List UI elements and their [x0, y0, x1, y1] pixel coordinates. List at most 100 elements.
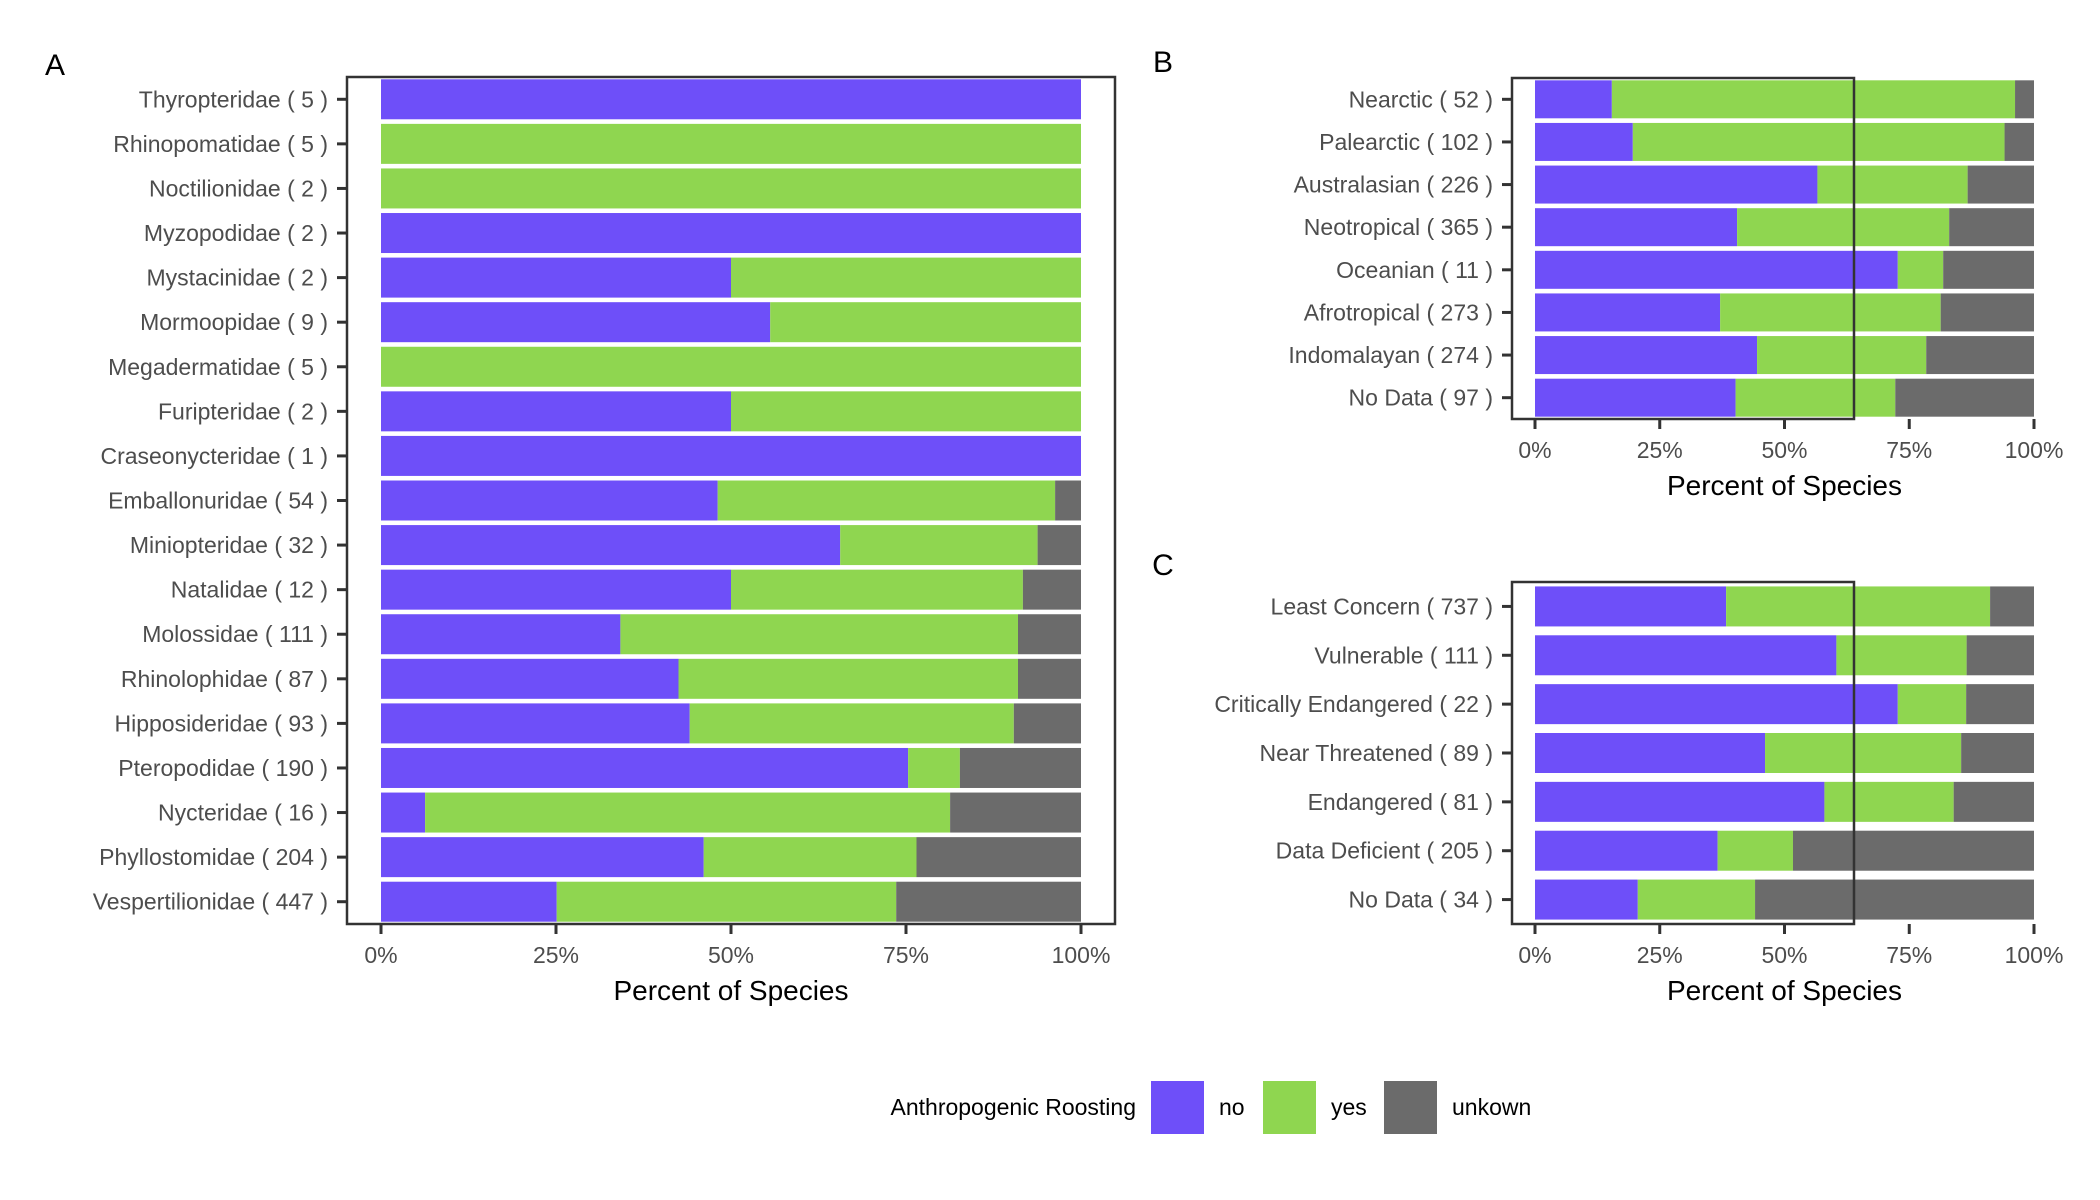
bar-indomalayan-no — [1535, 336, 1758, 375]
x-tick-label: 75% — [883, 942, 929, 968]
panel-border — [1510, 580, 1856, 926]
bar-molossidae-no — [381, 614, 621, 655]
bar-nycteridae-no — [381, 792, 426, 833]
bar-vespertilionidae-unkown — [896, 881, 1081, 922]
category-label: Mormoopidae ( 9 ) — [140, 309, 328, 335]
bar-neotropical-unkown — [1949, 208, 2034, 247]
x-axis-title: Percent of Species — [613, 975, 848, 1006]
panel-tag-a: A — [45, 49, 65, 82]
x-tick-label: 0% — [1518, 437, 1551, 463]
bar-molossidae-unkown — [1018, 614, 1081, 655]
bar-near-threatened-yes — [1765, 733, 1962, 773]
bar-least-concern-no — [1535, 586, 1727, 627]
category-label: Natalidae ( 12 ) — [171, 577, 328, 603]
category-label: Afrotropical ( 273 ) — [1304, 299, 1493, 325]
x-tick-label: 50% — [708, 942, 754, 968]
bar-australasian-no — [1535, 165, 1818, 204]
panel-c: C Least Concern ( 737 ) Vulnerable ( 111 )… — [1152, 549, 2063, 1006]
bar-indomalayan-unkown — [1926, 336, 2034, 375]
bar-emballonuridae-unkown — [1055, 480, 1081, 521]
legend-key-no — [1151, 1081, 1204, 1134]
legend-title: Anthropogenic Roosting — [891, 1094, 1137, 1120]
bar-afrotropical-no — [1535, 293, 1721, 332]
x-tick-label: 100% — [1052, 942, 1111, 968]
category-label: Nearctic ( 52 ) — [1349, 86, 1493, 112]
bar-phyllostomidae-yes — [703, 837, 917, 878]
category-label: Data Deficient ( 205 ) — [1276, 838, 1493, 864]
x-tick-label: 25% — [533, 942, 579, 968]
x-tick-label: 100% — [2005, 942, 2064, 968]
bar-mormoopidae-yes — [770, 302, 1081, 343]
bar-palearctic-unkown — [2004, 122, 2034, 161]
category-label: Indomalayan ( 274 ) — [1288, 342, 1493, 368]
category-label: Phyllostomidae ( 204 ) — [99, 844, 328, 870]
bar-australasian-unkown — [1967, 165, 2034, 204]
bar-oceanian-no — [1535, 250, 1898, 289]
legend-key-unkown — [1384, 1081, 1437, 1134]
bar-least-concern-unkown — [1990, 586, 2034, 627]
bar-phyllostomidae-no — [381, 837, 704, 878]
x-tick-label: 75% — [1886, 437, 1932, 463]
category-label: Vespertilionidae ( 447 ) — [93, 889, 328, 915]
bar-critically-endangered-yes — [1897, 684, 1967, 725]
bar-vespertilionidae-no — [381, 881, 557, 922]
legend-label-yes: yes — [1331, 1094, 1367, 1120]
bar-no-data-no — [1535, 879, 1638, 920]
category-label: Emballonuridae ( 54 ) — [108, 488, 328, 514]
category-label: Endangered ( 81 ) — [1308, 789, 1493, 815]
bar-palearctic-yes — [1632, 122, 2005, 161]
category-label: Australasian ( 226 ) — [1294, 172, 1493, 198]
bar-critically-endangered-unkown — [1966, 684, 2034, 725]
panel-border — [1510, 76, 1856, 421]
x-tick-label: 50% — [1761, 437, 1807, 463]
bar-data-deficient-no — [1535, 830, 1718, 871]
x-tick-label: 0% — [364, 942, 397, 968]
category-label: Thyropteridae ( 5 ) — [139, 86, 328, 112]
bar-pteropodidae-no — [381, 747, 909, 788]
bar-thyropteridae-no — [381, 79, 1081, 120]
bar-natalidae-unkown — [1022, 569, 1081, 610]
bar-no-data-no — [1535, 378, 1736, 417]
bar-nearctic-yes — [1611, 80, 2016, 119]
bar-megadermatidae-yes — [381, 346, 1081, 387]
category-label: No Data ( 34 ) — [1349, 887, 1493, 913]
bar-mormoopidae-no — [381, 302, 771, 343]
x-tick-label: 75% — [1886, 942, 1932, 968]
legend: Anthropogenic Roosting no yes unkown — [891, 1081, 1531, 1134]
bar-australasian-yes — [1817, 165, 1968, 204]
x-tick-label: 100% — [2005, 437, 2064, 463]
bar-no-data-unkown — [1895, 378, 2034, 417]
bar-miniopteridae-yes — [840, 525, 1038, 566]
bar-emballonuridae-yes — [717, 480, 1056, 521]
x-axis-title: Percent of Species — [1667, 470, 1902, 501]
bar-vulnerable-yes — [1836, 635, 1967, 676]
bar-palearctic-no — [1535, 122, 1633, 161]
bar-miniopteridae-no — [381, 525, 841, 566]
bar-nearctic-unkown — [2015, 80, 2034, 119]
category-label: Mystacinidae ( 2 ) — [146, 265, 328, 291]
bar-craseonycteridae-no — [381, 435, 1081, 476]
bar-nycteridae-yes — [425, 792, 951, 833]
bar-rhinolophidae-yes — [678, 658, 1018, 699]
bar-rhinopomatidae-yes — [381, 123, 1081, 164]
category-label: Least Concern ( 737 ) — [1271, 593, 1493, 619]
x-axis-title: Percent of Species — [1667, 975, 1902, 1006]
bar-molossidae-yes — [620, 614, 1018, 655]
bar-neotropical-yes — [1737, 208, 1950, 247]
panel-a: A Thyropteridae ( 5 ) Rhinopomatidae ( 5 )… — [45, 49, 1117, 1006]
bar-afrotropical-yes — [1720, 293, 1941, 332]
bar-critically-endangered-no — [1535, 684, 1898, 725]
bar-no-data-yes — [1735, 378, 1896, 417]
bar-endangered-unkown — [1953, 781, 2034, 822]
bar-afrotropical-unkown — [1940, 293, 2034, 332]
legend-label-no: no — [1219, 1094, 1245, 1120]
bar-endangered-yes — [1824, 781, 1954, 822]
category-label: Near Threatened ( 89 ) — [1259, 740, 1493, 766]
x-tick-label: 25% — [1637, 942, 1683, 968]
category-label: Molossidae ( 111 ) — [142, 621, 328, 647]
bar-endangered-no — [1535, 781, 1825, 822]
bar-data-deficient-unkown — [1792, 830, 2034, 871]
bar-least-concern-yes — [1726, 586, 1991, 627]
category-label: Miniopteridae ( 32 ) — [130, 532, 328, 558]
bar-nycteridae-unkown — [950, 792, 1081, 833]
